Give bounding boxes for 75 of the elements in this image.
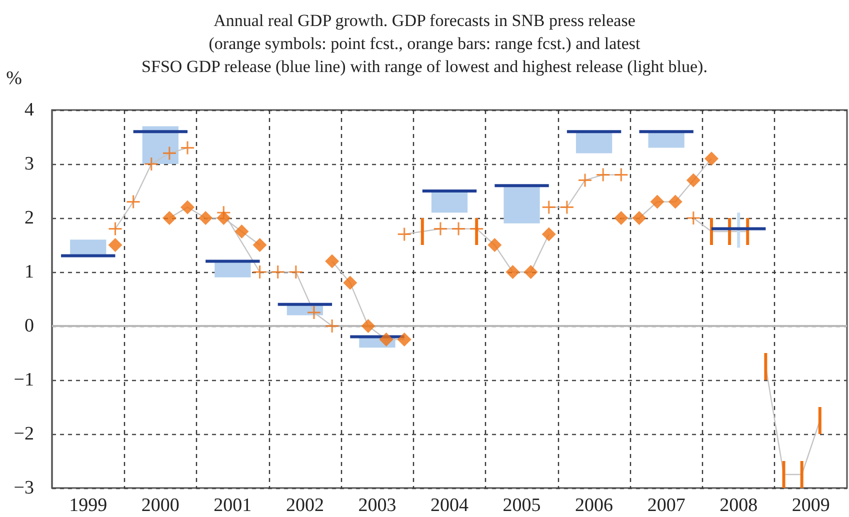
chart-title: Annual real GDP growth. GDP forecasts in SNB press release (orange symbols: point fcst., orange bars: range fcst.) and latest SFSO GDP release (blue line) with range of lowest and highest release (light blue). xyxy=(142,11,708,76)
point xyxy=(686,212,700,224)
y-tick-label: 0 xyxy=(24,316,34,336)
x-tick-label: 2006 xyxy=(575,495,614,516)
point xyxy=(434,222,447,236)
point xyxy=(217,206,230,220)
point xyxy=(162,146,176,160)
point xyxy=(560,200,574,214)
x-tick-label: 2003 xyxy=(358,495,396,516)
point xyxy=(614,168,628,182)
x-tick-label: 2004 xyxy=(430,495,469,516)
bar xyxy=(576,132,612,154)
y-tick-label: 3 xyxy=(24,154,34,174)
point xyxy=(524,265,538,279)
point xyxy=(398,228,411,241)
x-tick-label: 2007 xyxy=(647,495,686,516)
bar xyxy=(214,261,251,278)
point xyxy=(488,238,502,252)
point xyxy=(668,194,682,209)
point xyxy=(596,168,610,182)
x-tick-label: 2005 xyxy=(502,495,541,516)
point xyxy=(144,158,158,170)
point xyxy=(361,319,376,333)
x-tick-label: 2002 xyxy=(286,495,324,516)
bar xyxy=(710,218,713,245)
y-tick-label: −3 xyxy=(14,478,34,498)
point xyxy=(704,152,718,166)
point xyxy=(397,332,412,346)
point xyxy=(379,332,394,346)
point xyxy=(506,265,520,279)
x-tick-label: 2009 xyxy=(792,495,830,516)
y-tick-label: 2 xyxy=(24,208,34,228)
point xyxy=(326,320,339,332)
y-tick-label: 4 xyxy=(24,100,34,120)
point xyxy=(542,227,556,242)
point xyxy=(253,266,266,278)
point xyxy=(126,195,140,208)
point xyxy=(180,200,195,214)
y-tick-label: −1 xyxy=(14,370,34,390)
bar xyxy=(70,240,106,256)
point xyxy=(614,211,628,225)
point xyxy=(542,200,556,214)
point xyxy=(452,222,466,236)
bar xyxy=(800,461,804,488)
bar xyxy=(648,132,684,148)
point xyxy=(307,306,320,319)
point xyxy=(686,173,700,188)
point xyxy=(108,238,122,252)
point xyxy=(252,238,267,252)
y-tick-label: 1 xyxy=(24,262,34,282)
x-tick-label: 2008 xyxy=(720,495,758,516)
point xyxy=(632,211,646,225)
y-tick-label: −2 xyxy=(14,424,34,444)
bar xyxy=(431,191,468,213)
point xyxy=(325,254,340,268)
point xyxy=(234,224,249,238)
bar xyxy=(782,461,786,488)
point xyxy=(289,266,302,278)
x-tick-label: 2000 xyxy=(141,495,180,516)
point xyxy=(181,141,194,154)
bar xyxy=(764,353,768,380)
bar xyxy=(504,186,540,224)
bar xyxy=(737,212,740,248)
point xyxy=(343,276,358,290)
point xyxy=(578,174,592,187)
x-tick-label: 1999 xyxy=(69,495,108,516)
point xyxy=(650,194,664,209)
x-tick-label: 2001 xyxy=(214,495,252,516)
point xyxy=(271,266,284,278)
point xyxy=(198,211,213,225)
bar xyxy=(818,407,822,434)
point xyxy=(108,222,122,236)
y-axis-title: % xyxy=(6,68,22,89)
bar xyxy=(420,218,424,245)
point xyxy=(162,211,176,225)
